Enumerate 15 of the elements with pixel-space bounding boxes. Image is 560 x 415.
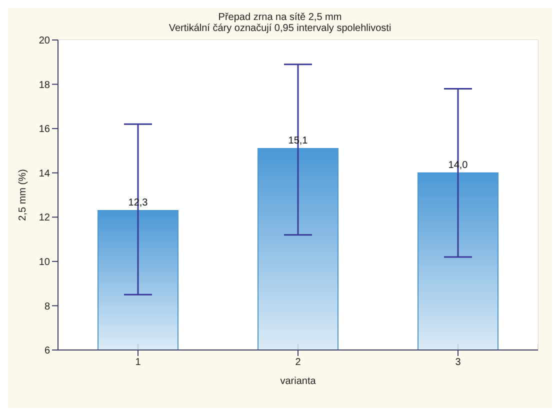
y-tick-label: 18 (38, 80, 50, 91)
y-tick-label: 6 (44, 346, 50, 357)
x-tick-label: 1 (135, 357, 142, 368)
y-tick-label: 12 (38, 212, 50, 224)
y-tick-label: 20 (38, 36, 50, 47)
chart-title: Přepad zrna na sítě 2,5 mm (217, 12, 343, 23)
y-axis-title: 2,5 mm (%) (18, 169, 29, 221)
y-tick-label: 10 (38, 256, 50, 268)
chart-subtitle: Vertikální čáry označují 0,95 intervaly spolehlivosti (168, 23, 392, 34)
x-tick-label: 2 (295, 357, 302, 368)
y-tick-label: 8 (44, 301, 50, 312)
x-axis-title: varianta (280, 376, 316, 387)
y-tick-label: 14 (38, 168, 50, 180)
y-tick-label: 16 (38, 124, 50, 136)
x-tick-label: 3 (455, 357, 462, 368)
